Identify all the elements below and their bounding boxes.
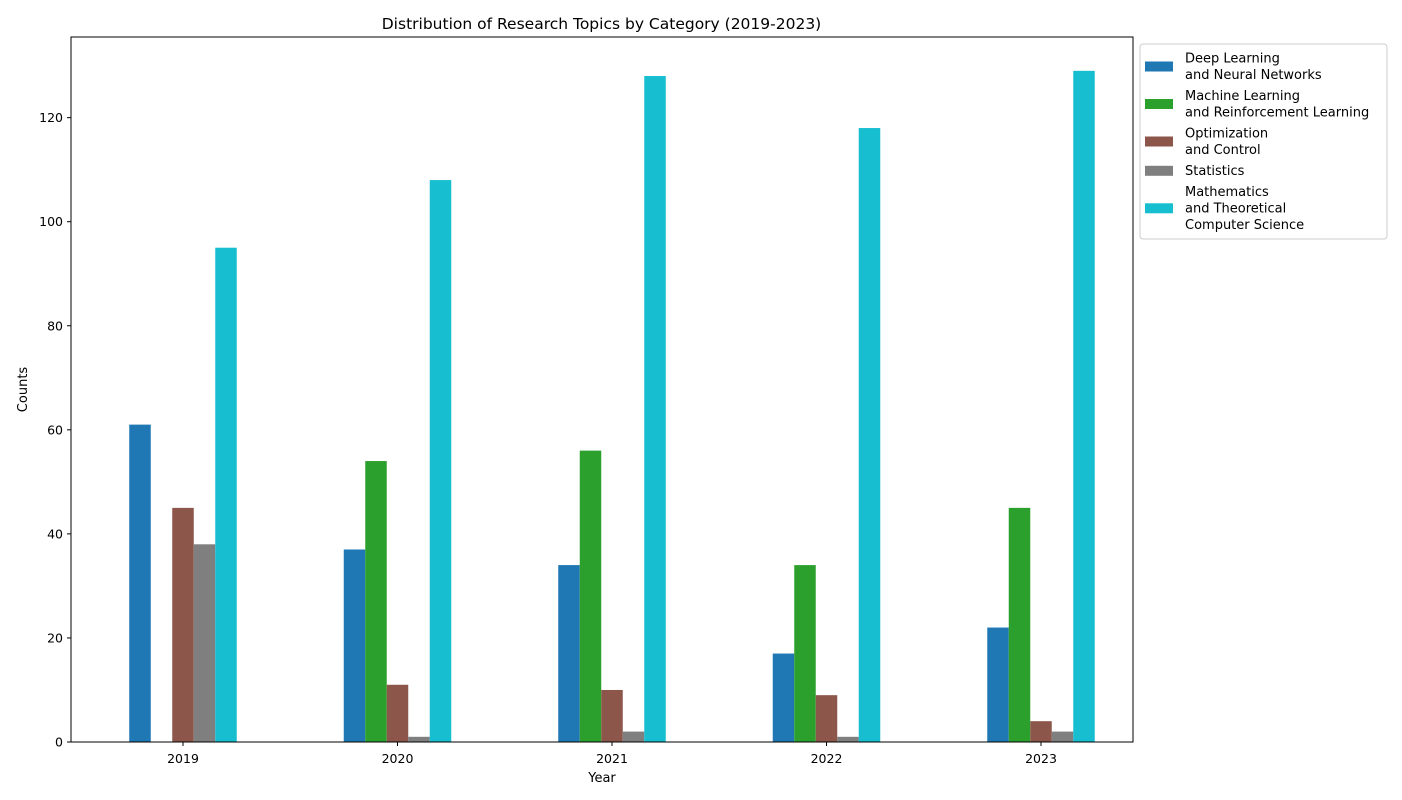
bar-2022-series-4 [837,736,859,742]
legend-swatch [1145,165,1173,176]
plot-frame [70,36,1134,743]
y-tick-label: 80 [47,318,63,333]
chart-title: Distribution of Research Topics by Categ… [382,15,821,33]
y-axis-label: Counts [16,367,31,413]
bars-layer [129,70,1095,743]
bar-2023-series-4 [1051,731,1074,742]
y-tick-label: 40 [47,526,63,541]
legend-label: Mathematics and Theoretical Computer Scien… [1185,185,1304,233]
y-tick-label: 120 [39,110,63,125]
legend-label: Statistics [1185,164,1245,179]
bar-2019-series-1 [129,424,151,742]
legend-swatch [1145,136,1173,147]
bar-2023-series-5 [1073,70,1095,742]
y-ticks: 0 20 40 60 80 100 120 [39,110,71,750]
bar-2020-series-3 [386,684,409,742]
x-tick-label: 2020 [382,751,414,766]
bar-2021-series-4 [622,731,645,742]
bar-2019-series-5 [215,247,237,742]
bar-2020-series-4 [408,736,430,742]
legend-box [1139,43,1388,240]
bar-2023-series-1 [987,627,1009,742]
x-tick-label: 2023 [1025,751,1057,766]
legend-swatch [1145,61,1173,72]
bar-2023-series-2 [1008,507,1031,742]
x-tick-label: 2022 [811,751,843,766]
bar-2022-series-5 [858,128,881,743]
legend-label: Optimization and Control [1185,127,1268,159]
bar-2022-series-1 [772,653,795,742]
bar-2020-series-2 [365,461,387,742]
bar-2020-series-1 [343,549,366,742]
legend-swatch [1145,203,1173,214]
bar-2022-series-2 [794,565,816,742]
bar-2023-series-3 [1030,721,1052,742]
legend-label: Machine Learning and Reinforcement Learni… [1185,89,1369,121]
legend-swatch [1145,99,1173,109]
x-ticks: 2019 2020 2021 2022 2023 [167,742,1057,766]
bar-2019-series-4 [193,544,216,742]
y-tick-label: 100 [39,214,63,229]
bar-2022-series-3 [815,695,838,742]
legend: Deep Learning and Neural Networks Machine … [1139,43,1388,240]
y-tick-label: 60 [47,422,63,437]
x-tick-label: 2021 [596,751,628,766]
y-tick-label: 20 [47,630,63,645]
bar-2021-series-1 [558,565,580,742]
bar-2021-series-5 [644,76,666,742]
bar-2019-series-3 [172,507,194,742]
bar-2021-series-2 [579,450,602,742]
bar-2020-series-5 [429,180,452,742]
y-tick-label: 0 [55,735,63,750]
legend-label: Deep Learning and Neural Networks [1185,52,1322,84]
x-axis-label: Year [587,771,616,786]
x-tick-label: 2019 [167,751,199,766]
bar-2021-series-3 [601,689,623,742]
